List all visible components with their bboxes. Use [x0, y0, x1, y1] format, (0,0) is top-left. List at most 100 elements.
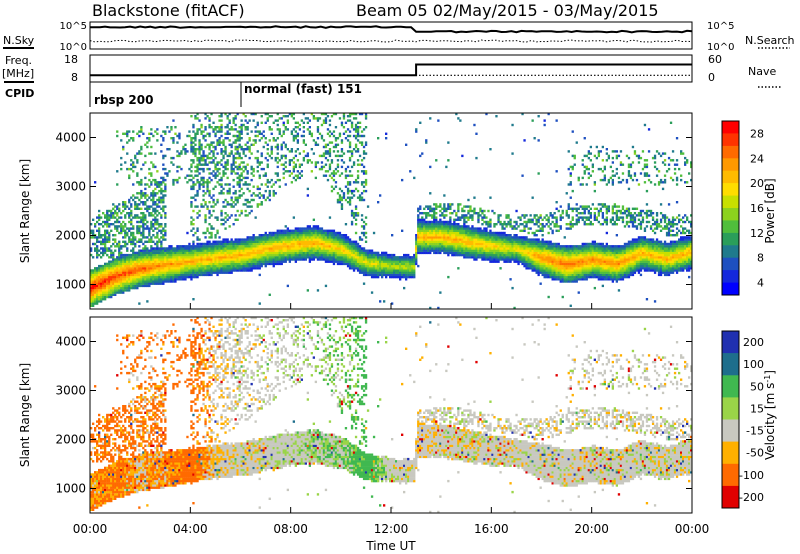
- power-cell: [356, 121, 360, 124]
- power-cell: [274, 145, 277, 149]
- power-cell: [457, 207, 460, 210]
- power-cell: [116, 225, 119, 228]
- power-cell: [415, 128, 418, 131]
- power-cell: [276, 172, 279, 175]
- power-cell: [280, 242, 283, 246]
- power-cell: [280, 251, 283, 255]
- power-cell: [288, 170, 292, 173]
- power-cell: [350, 123, 354, 127]
- power-cell: [429, 192, 432, 195]
- power-cell: [252, 198, 255, 202]
- power-cell: [352, 194, 356, 197]
- power-cell: [348, 183, 352, 186]
- power-cell: [222, 156, 225, 160]
- power-cell: [461, 225, 464, 228]
- power-cell: [92, 273, 95, 277]
- power-cell: [352, 240, 356, 243]
- power-cell: [202, 189, 205, 193]
- power-cell: [196, 163, 199, 166]
- power-cell: [168, 275, 171, 279]
- power-cell: [314, 229, 318, 232]
- power-cell: [112, 291, 115, 294]
- power-cell: [258, 240, 261, 243]
- power-cell: [377, 275, 380, 279]
- power-cell: [204, 267, 207, 270]
- power-cell: [160, 267, 163, 270]
- power-cell: [94, 300, 97, 303]
- power-cell: [216, 139, 219, 142]
- power-cell: [379, 264, 382, 268]
- power-cell: [206, 242, 209, 246]
- power-cell: [334, 126, 338, 129]
- power-cell: [228, 269, 231, 272]
- power-cell: [268, 240, 271, 243]
- power-cell: [200, 159, 203, 162]
- power-cell: [316, 247, 320, 250]
- power-cell: [276, 260, 279, 263]
- power-cell: [250, 269, 253, 272]
- power-cell: [292, 167, 296, 171]
- power-cell: [114, 284, 117, 288]
- power-cell: [346, 139, 350, 142]
- power-cell: [142, 258, 145, 261]
- power-cell: [314, 165, 318, 169]
- power-cell: [204, 216, 207, 219]
- power-cell: [477, 220, 480, 224]
- power-cell: [455, 236, 458, 239]
- power-cell: [455, 247, 458, 250]
- power-cell: [120, 278, 123, 281]
- power-cell: [192, 148, 195, 151]
- power-cell: [214, 264, 217, 268]
- power-cell: [316, 161, 320, 164]
- power-cell: [469, 238, 472, 241]
- power-cell: [302, 134, 306, 138]
- power-cell: [274, 159, 277, 162]
- power-cell: [226, 260, 229, 263]
- power-cell: [326, 170, 330, 173]
- power-cell: [407, 258, 410, 261]
- power-cell: [208, 161, 211, 164]
- power-cell: [344, 130, 348, 133]
- power-cell: [166, 253, 169, 257]
- power-cell: [106, 229, 109, 232]
- power-cell: [368, 253, 372, 257]
- power-cell: [272, 242, 275, 246]
- power-cell: [364, 126, 368, 129]
- power-cell: [328, 141, 332, 144]
- power-cell: [100, 284, 103, 288]
- power-cell: [216, 269, 219, 272]
- power-cell: [266, 119, 269, 122]
- power-cell: [132, 231, 135, 235]
- power-cell: [272, 240, 275, 243]
- power-cell: [338, 242, 342, 246]
- power-cell: [230, 238, 233, 241]
- power-cell: [264, 234, 267, 237]
- power-cell: [158, 260, 161, 263]
- power-cell: [152, 280, 155, 283]
- power-cell: [451, 225, 454, 228]
- power-cell: [204, 145, 207, 149]
- power-cell: [407, 260, 410, 263]
- power-cell: [368, 256, 372, 259]
- power-cell: [138, 220, 141, 224]
- power-cell: [190, 159, 193, 162]
- power-cell: [477, 227, 480, 230]
- power-cell: [196, 170, 199, 173]
- power-cell: [332, 112, 336, 116]
- power-cell: [224, 264, 227, 268]
- power-cell: [110, 262, 113, 266]
- power-cell: [182, 267, 185, 270]
- power-cell: [455, 251, 458, 255]
- power-cell: [302, 245, 306, 248]
- power-cell: [98, 295, 101, 299]
- power-cell: [168, 249, 171, 252]
- power-cell: [475, 253, 478, 257]
- power-cell: [473, 234, 476, 237]
- power-cell: [358, 258, 362, 261]
- power-cell: [296, 242, 300, 246]
- power-cell: [409, 264, 412, 268]
- power-cell: [288, 159, 292, 162]
- power-cell: [264, 172, 267, 175]
- power-cell: [306, 154, 310, 158]
- power-cell: [132, 249, 135, 252]
